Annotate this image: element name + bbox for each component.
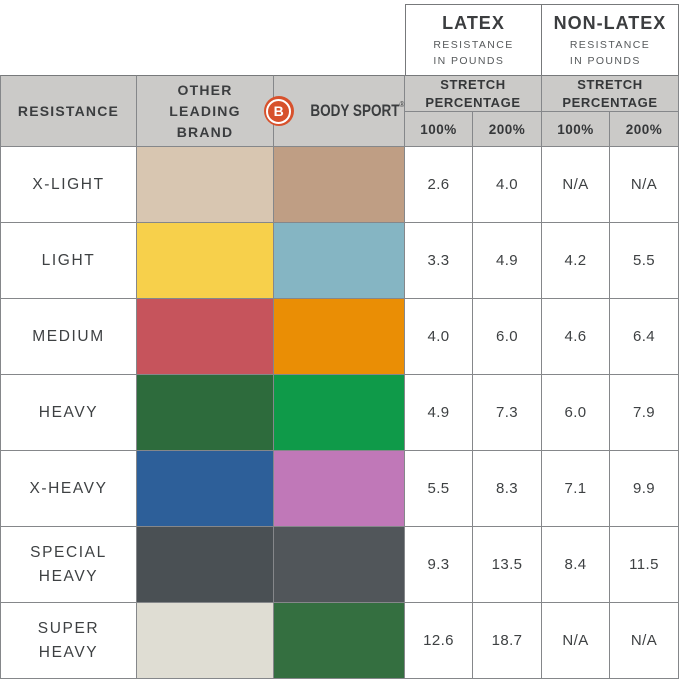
value-nonlatex200-x-heavy: 9.9 — [610, 451, 679, 527]
swatch-other-brand-medium — [137, 299, 274, 375]
swatch-other-brand-light — [137, 223, 274, 299]
body-sport-logo: B BODY SPORT® — [263, 96, 415, 126]
value-nonlatex100-super-heavy: N/A — [542, 603, 610, 679]
value-latex100-light: 3.3 — [405, 223, 473, 299]
swatch-body-sport-x-heavy — [274, 451, 405, 527]
value-nonlatex200-light: 5.5 — [610, 223, 679, 299]
row-label-light: LIGHT — [0, 223, 137, 299]
value-latex100-x-heavy: 5.5 — [405, 451, 473, 527]
percent-header-nonlatex-200: 200% — [610, 112, 679, 147]
value-nonlatex200-special-heavy: 11.5 — [610, 527, 679, 603]
swatch-other-brand-x-light — [137, 147, 274, 223]
nonlatex-group-title: NON-LATEX — [553, 13, 667, 34]
swatch-other-brand-super-heavy — [137, 603, 274, 679]
stretch-header-nonlatex: STRETCH PERCENTAGE — [542, 75, 679, 112]
body-sport-logo-initial: B — [273, 103, 284, 119]
value-nonlatex100-light: 4.2 — [542, 223, 610, 299]
nonlatex-group-header: NON-LATEX RESISTANCE IN POUNDS — [542, 4, 679, 75]
stretch-header-latex: STRETCH PERCENTAGE — [405, 75, 542, 112]
percent-header-nonlatex-100: 100% — [542, 112, 610, 147]
other-brand-column-header: OTHER LEADING BRAND — [137, 75, 274, 147]
percent-header-latex-100: 100% — [405, 112, 473, 147]
value-nonlatex200-x-light: N/A — [610, 147, 679, 223]
row-label-medium: MEDIUM — [0, 299, 137, 375]
swatch-body-sport-special-heavy — [274, 527, 405, 603]
value-nonlatex100-x-heavy: 7.1 — [542, 451, 610, 527]
swatch-body-sport-heavy — [274, 375, 405, 451]
body-sport-column-header: B BODY SPORT® — [263, 75, 405, 147]
latex-group-header: LATEX RESISTANCE IN POUNDS — [405, 4, 542, 75]
value-nonlatex200-medium: 6.4 — [610, 299, 679, 375]
value-nonlatex100-medium: 4.6 — [542, 299, 610, 375]
value-latex100-special-heavy: 9.3 — [405, 527, 473, 603]
swatch-body-sport-super-heavy — [274, 603, 405, 679]
latex-group-title: LATEX — [442, 13, 505, 34]
value-nonlatex100-heavy: 6.0 — [542, 375, 610, 451]
nonlatex-group-subtitle: RESISTANCE IN POUNDS — [569, 39, 651, 67]
row-label-x-light: X-LIGHT — [0, 147, 137, 223]
value-latex200-light: 4.9 — [473, 223, 542, 299]
value-latex200-super-heavy: 18.7 — [473, 603, 542, 679]
row-label-heavy: HEAVY — [0, 375, 137, 451]
swatch-other-brand-heavy — [137, 375, 274, 451]
body-sport-wordmark: BODY SPORT® — [309, 99, 405, 120]
swatch-other-brand-special-heavy — [137, 527, 274, 603]
value-nonlatex100-special-heavy: 8.4 — [542, 527, 610, 603]
value-nonlatex200-heavy: 7.9 — [610, 375, 679, 451]
value-latex200-medium: 6.0 — [473, 299, 542, 375]
body-sport-logo-ring: B — [266, 98, 292, 124]
swatch-other-brand-x-heavy — [137, 451, 274, 527]
resistance-column-header: RESISTANCE — [0, 75, 137, 147]
row-label-x-heavy: X-HEAVY — [0, 451, 137, 527]
value-latex100-x-light: 2.6 — [405, 147, 473, 223]
body-sport-logo-circle-icon: B — [263, 96, 294, 126]
swatch-body-sport-light — [274, 223, 405, 299]
value-latex100-medium: 4.0 — [405, 299, 473, 375]
latex-group-subtitle: RESISTANCE IN POUNDS — [433, 39, 514, 67]
value-latex200-x-light: 4.0 — [473, 147, 542, 223]
swatch-body-sport-medium — [274, 299, 405, 375]
value-nonlatex100-x-light: N/A — [542, 147, 610, 223]
row-label-special-heavy: SPECIAL HEAVY — [0, 527, 137, 603]
value-latex100-super-heavy: 12.6 — [405, 603, 473, 679]
top-left-blank — [0, 0, 405, 75]
value-nonlatex200-super-heavy: N/A — [610, 603, 679, 679]
percent-header-latex-200: 200% — [473, 112, 542, 147]
value-latex200-heavy: 7.3 — [473, 375, 542, 451]
swatch-body-sport-x-light — [274, 147, 405, 223]
value-latex100-heavy: 4.9 — [405, 375, 473, 451]
registered-mark: ® — [399, 99, 405, 109]
value-latex200-x-heavy: 8.3 — [473, 451, 542, 527]
row-label-super-heavy: SUPER HEAVY — [0, 603, 137, 679]
value-latex200-special-heavy: 13.5 — [473, 527, 542, 603]
